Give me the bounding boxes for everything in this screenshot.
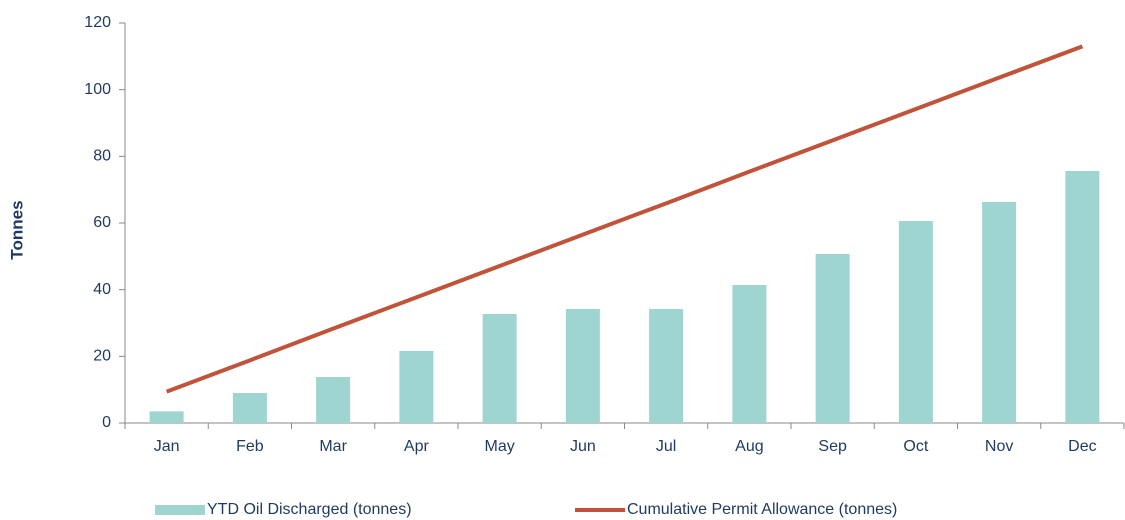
x-tick-label: Jan: [154, 438, 180, 455]
y-axis-label: Tonnes: [7, 200, 26, 259]
bar: [815, 254, 850, 423]
legend-swatch: [155, 505, 205, 515]
x-tick-label: Sep: [818, 438, 847, 455]
legend-label: Cumulative Permit Allowance (tonnes): [627, 501, 897, 518]
x-tick-label: Jul: [656, 438, 676, 455]
x-tick-label: Mar: [319, 438, 347, 455]
bar: [898, 221, 933, 423]
bar: [649, 309, 684, 423]
line: [165, 44, 1084, 394]
x-tick-label: May: [485, 438, 515, 455]
bar: [565, 309, 600, 423]
y-tick-label: 80: [93, 148, 111, 165]
y-tick-label: 20: [93, 348, 111, 365]
x-tick-label: Oct: [903, 438, 928, 455]
legend-label: YTD Oil Discharged (tonnes): [207, 501, 412, 518]
bar: [316, 377, 351, 423]
y-tick-label: 100: [84, 81, 111, 98]
y-tick-label: 40: [93, 281, 111, 298]
bar: [482, 314, 517, 423]
y-tick-label: 120: [84, 14, 111, 31]
bar: [149, 411, 184, 423]
y-tick-label: 60: [93, 214, 111, 231]
x-tick-label: Dec: [1068, 438, 1096, 455]
x-tick-label: Aug: [735, 438, 763, 455]
x-tick-label: Jun: [570, 438, 596, 455]
bar: [982, 202, 1017, 423]
x-tick-label: Nov: [985, 438, 1013, 455]
y-tick-label: 0: [102, 414, 111, 431]
x-tick-label: Feb: [236, 438, 264, 455]
x-tick-label: Apr: [404, 438, 430, 455]
bar: [1065, 171, 1100, 423]
bar: [732, 285, 767, 423]
bar: [232, 393, 267, 423]
bar: [399, 351, 434, 423]
